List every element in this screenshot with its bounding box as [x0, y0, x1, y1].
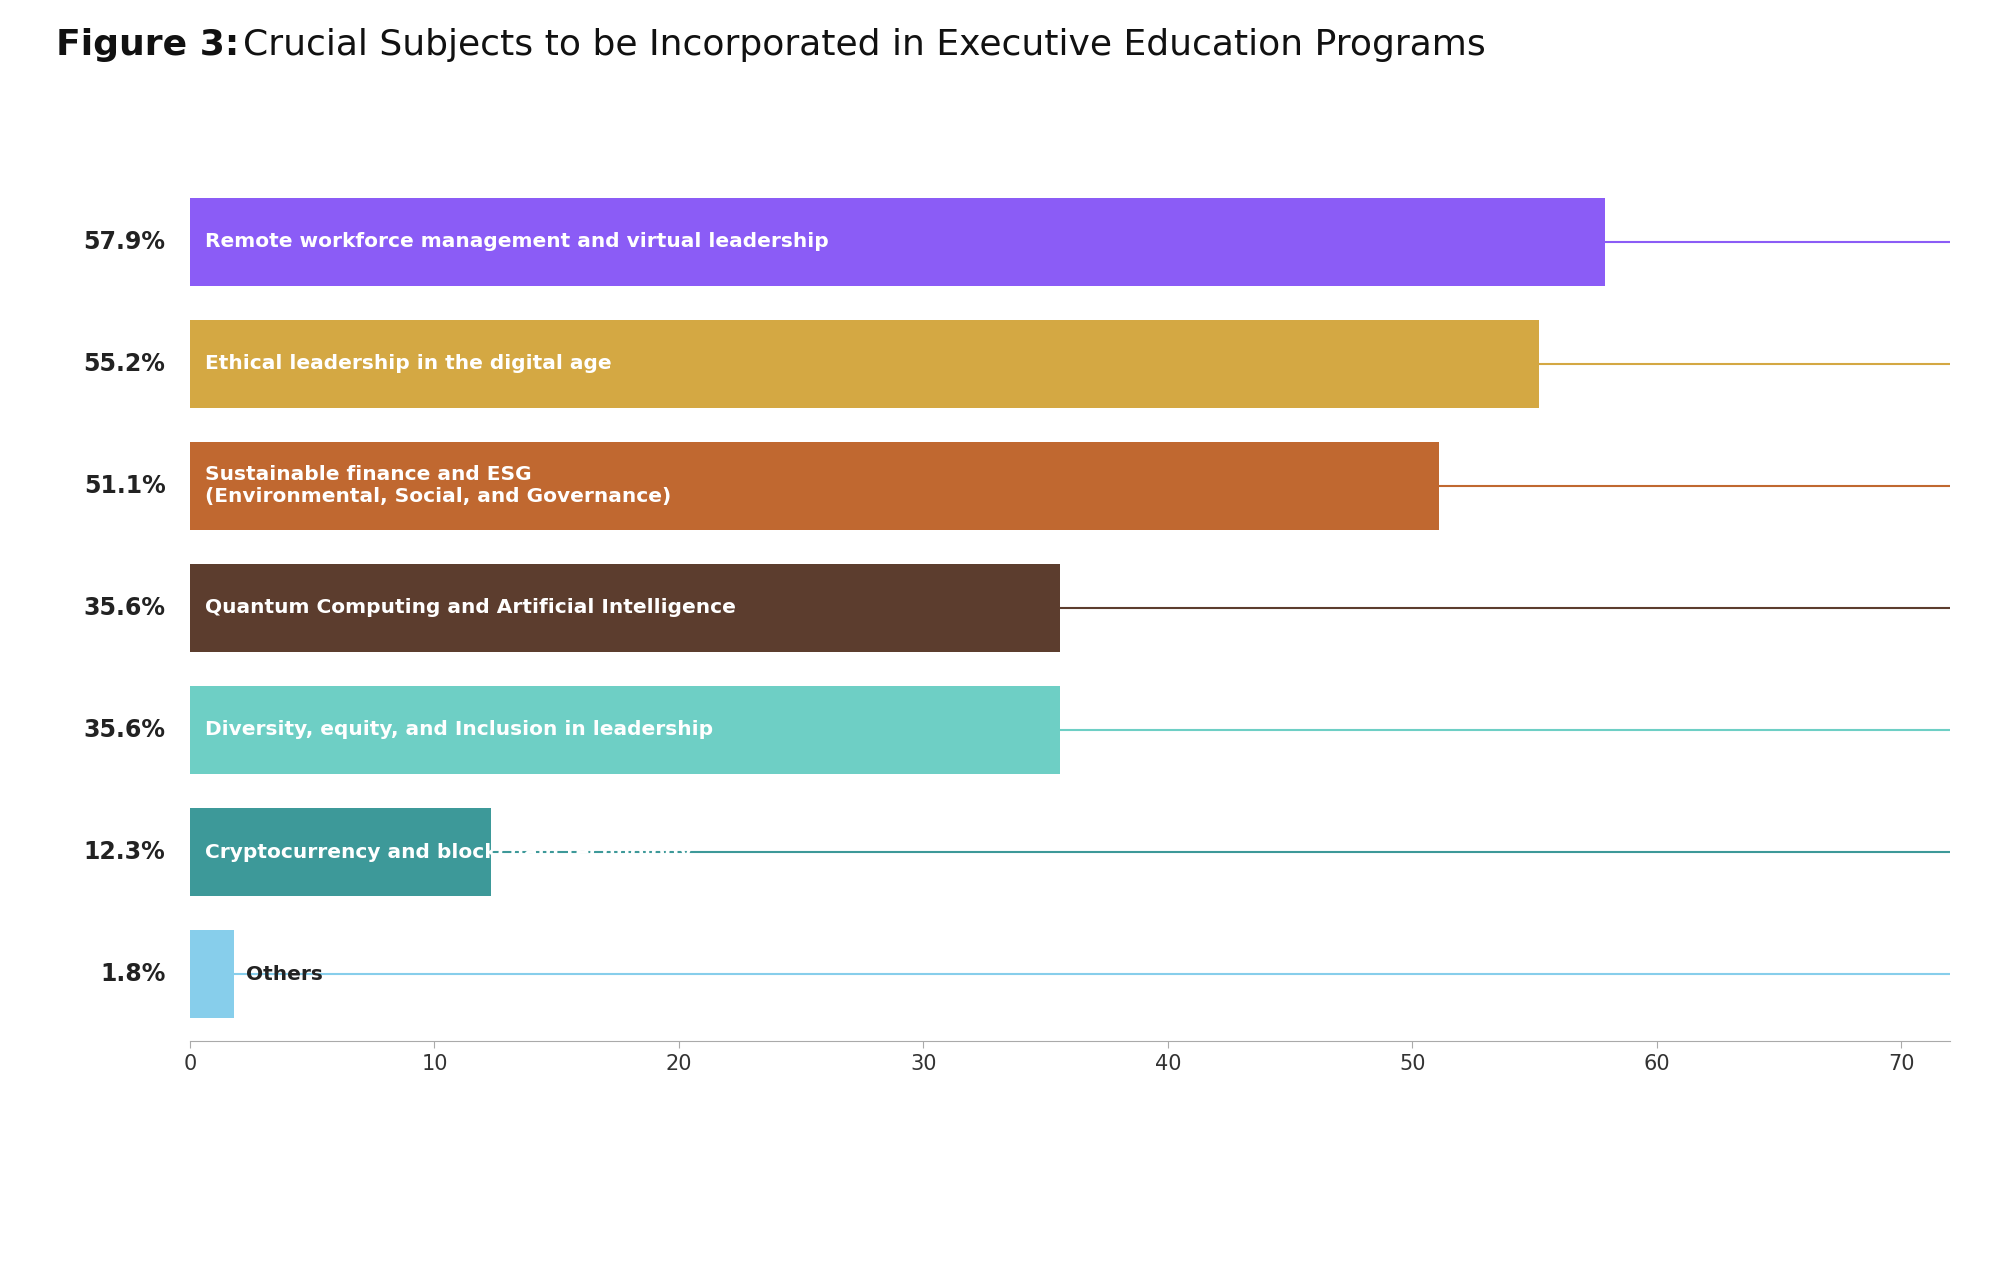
Text: Figure 3:: Figure 3: — [56, 28, 240, 62]
Text: Survey: Navigating Executive Education Preferences and Needs in Contemporary Lea: Survey: Navigating Executive Education P… — [56, 1221, 994, 1240]
Text: Source: The European Business Review: Source: The European Business Review — [56, 1165, 466, 1186]
Text: Crucial Subjects to be Incorporated in Executive Education Programs: Crucial Subjects to be Incorporated in E… — [220, 28, 1486, 62]
